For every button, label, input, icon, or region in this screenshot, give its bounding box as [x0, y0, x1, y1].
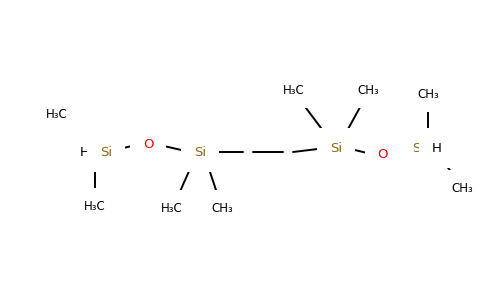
Text: Si: Si [412, 142, 424, 154]
Text: Si: Si [194, 146, 206, 158]
Text: CH₃: CH₃ [417, 88, 439, 100]
Text: Si: Si [330, 142, 342, 154]
Text: CH₃: CH₃ [211, 202, 233, 214]
Text: O: O [378, 148, 388, 161]
Text: H₃C: H₃C [46, 107, 68, 121]
Text: O: O [143, 137, 153, 151]
Text: H₃C: H₃C [161, 202, 183, 214]
Text: H: H [80, 146, 90, 158]
Text: H: H [432, 142, 442, 154]
Text: Si: Si [100, 146, 112, 158]
Text: H₃C: H₃C [84, 200, 106, 212]
Text: CH₃: CH₃ [451, 182, 473, 194]
Text: H₃C: H₃C [283, 83, 305, 97]
Text: CH₃: CH₃ [357, 83, 379, 97]
